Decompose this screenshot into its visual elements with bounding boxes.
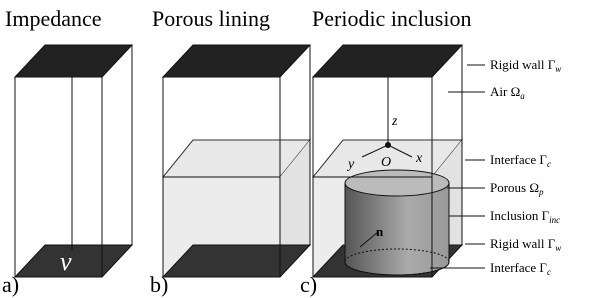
label-subscript: a	[520, 91, 525, 101]
label-subscript: c	[547, 159, 551, 169]
label-text: Air Ω	[490, 84, 520, 99]
region-label: Inclusion Γinc	[490, 208, 560, 225]
normal-label: n	[376, 224, 384, 239]
symbol: ν	[60, 247, 72, 276]
label-subscript: w	[555, 243, 561, 253]
panel-title: Impedance	[5, 6, 102, 31]
panel-title: Porous lining	[152, 6, 270, 31]
region-label: Porous Ωp	[490, 180, 544, 197]
region-label: Air Ωa	[490, 84, 525, 101]
label-subscript: p	[538, 187, 544, 197]
panel-title: Periodic inclusion	[312, 6, 471, 31]
label-text: Interface Γ	[490, 260, 547, 275]
region-label: Rigid wall Γw	[490, 57, 561, 74]
box-b	[163, 45, 310, 277]
label-text: Inclusion Γ	[490, 208, 550, 223]
panel-tag: c)	[300, 272, 317, 297]
diagram: Impedance Porous lining Periodic inclusi…	[0, 0, 613, 298]
label-subscript: w	[555, 64, 561, 74]
box-a	[15, 45, 132, 277]
axis-label: y	[346, 157, 355, 172]
label-text: Rigid wall Γ	[490, 236, 556, 251]
panel-tag: b)	[150, 272, 168, 297]
region-label: Rigid wall Γw	[490, 236, 561, 253]
axis-label: x	[415, 151, 423, 166]
axis-label: z	[391, 114, 398, 129]
region-label: Interface Γc	[490, 152, 551, 169]
label-subscript: inc	[549, 215, 560, 225]
label-text: Rigid wall Γ	[490, 57, 556, 72]
region-label: Interface Γc	[490, 260, 551, 277]
panel-tag: a)	[2, 272, 19, 297]
label-subscript: c	[547, 267, 551, 277]
label-text: Porous Ω	[490, 180, 539, 195]
label-text: Interface Γ	[490, 152, 547, 167]
axis-label: O	[381, 155, 391, 170]
